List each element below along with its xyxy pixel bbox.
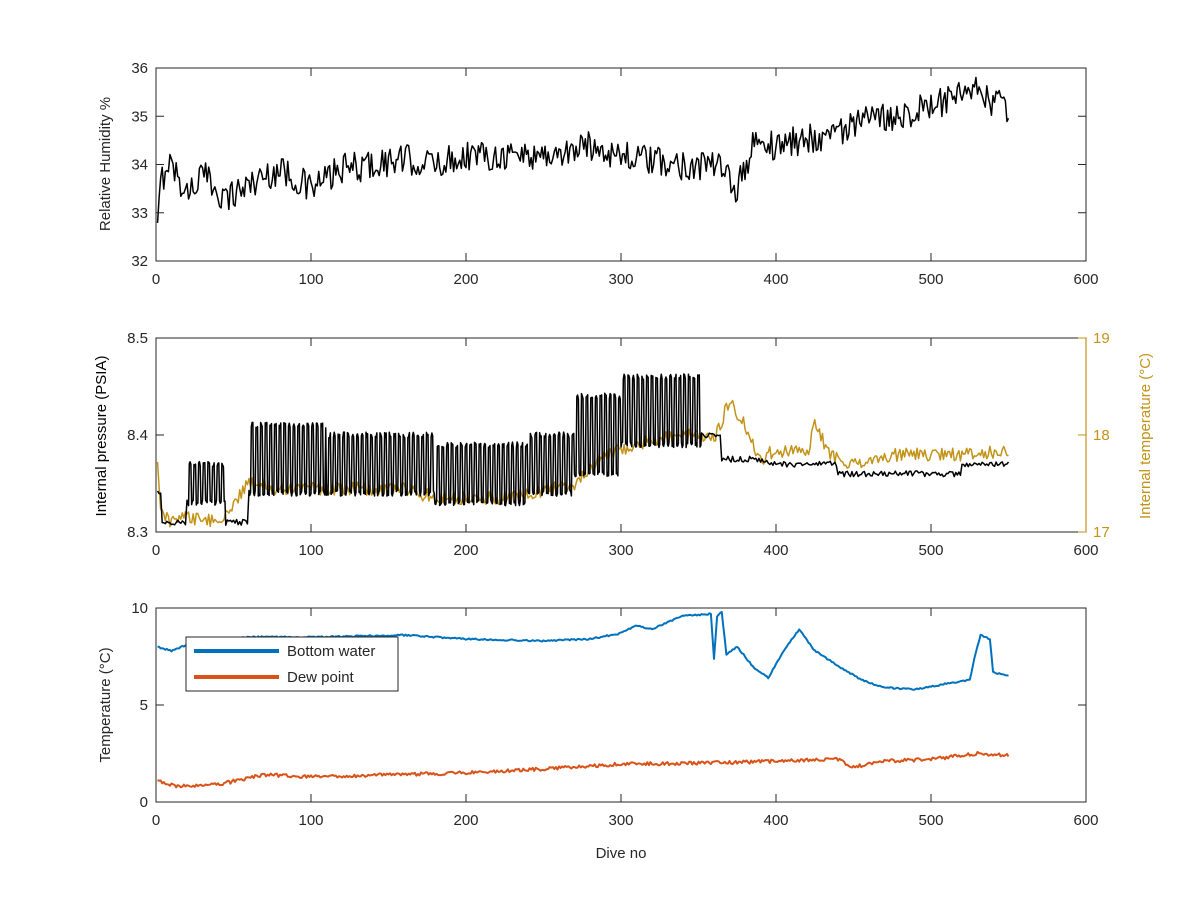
pressure-panel: 0 100 200 300 400 500 600 8.3 8.4 8.5 17 18 19 Int… bbox=[93, 330, 1154, 559]
pressure-y-axis-label: Internal pressure (PSIA) bbox=[93, 356, 110, 517]
temperature-right-ticks: 17 18 19 bbox=[1078, 330, 1110, 541]
x-tick-label: 300 bbox=[608, 812, 633, 829]
legend-label-bottom-water: Bottom water bbox=[287, 643, 375, 660]
y-right-tick-label: 18 bbox=[1093, 427, 1110, 444]
x-tick-label: 200 bbox=[453, 271, 478, 288]
temperature-x-ticks: 0 100 200 300 400 500 600 bbox=[152, 608, 1099, 829]
x-tick-label: 300 bbox=[608, 271, 633, 288]
humidity-series-group bbox=[156, 76, 1010, 223]
x-tick-label: 500 bbox=[918, 271, 943, 288]
y-tick-label: 33 bbox=[131, 205, 148, 222]
x-tick-label: 600 bbox=[1073, 271, 1098, 288]
humidity-y-ticks: 32 33 34 35 36 bbox=[131, 60, 1086, 270]
x-tick-label: 100 bbox=[298, 542, 323, 559]
temperature-y-ticks: 0 5 10 bbox=[131, 600, 1086, 811]
y-tick-label: 32 bbox=[131, 253, 148, 270]
y-tick-label: 0 bbox=[140, 794, 148, 811]
dew-point-line bbox=[157, 750, 1010, 789]
y-right-tick-label: 19 bbox=[1093, 330, 1110, 347]
y-tick-label: 10 bbox=[131, 600, 148, 617]
y-tick-label: 34 bbox=[131, 157, 148, 174]
pressure-x-ticks: 0 100 200 300 400 500 600 bbox=[152, 338, 1099, 559]
x-tick-label: 0 bbox=[152, 271, 160, 288]
y-tick-label: 5 bbox=[140, 697, 148, 714]
pressure-series-group bbox=[156, 373, 1010, 528]
y-tick-label: 8.4 bbox=[127, 427, 148, 444]
x-tick-label: 200 bbox=[453, 542, 478, 559]
series-0-line bbox=[156, 373, 1010, 526]
y-tick-label: 8.3 bbox=[127, 524, 148, 541]
temperature-y-axis-label: Temperature (°C) bbox=[97, 647, 114, 762]
x-tick-label: 400 bbox=[763, 271, 788, 288]
series-0-line bbox=[156, 76, 1010, 223]
humidity-y-axis-label: Relative Humidity % bbox=[97, 97, 114, 231]
y-tick-label: 35 bbox=[131, 108, 148, 125]
x-tick-label: 500 bbox=[918, 812, 943, 829]
x-tick-label: 600 bbox=[1073, 812, 1098, 829]
x-tick-label: 0 bbox=[152, 542, 160, 559]
y-right-tick-label: 17 bbox=[1093, 524, 1110, 541]
temperature-right-axis-label: Internal temperature (°C) bbox=[1137, 353, 1154, 519]
humidity-panel: 0 100 200 300 400 500 600 32 33 34 35 36 Relative … bbox=[97, 60, 1099, 288]
temperature-panel: 0 100 200 300 400 500 600 0 5 10 Temperature (°C… bbox=[97, 600, 1099, 862]
x-tick-label: 0 bbox=[152, 812, 160, 829]
x-tick-label: 600 bbox=[1073, 542, 1098, 559]
y-tick-label: 8.5 bbox=[127, 330, 148, 347]
y-tick-label: 36 bbox=[131, 60, 148, 77]
x-tick-label: 100 bbox=[298, 812, 323, 829]
humidity-x-ticks: 0 100 200 300 400 500 600 bbox=[152, 68, 1099, 288]
x-tick-label: 100 bbox=[298, 271, 323, 288]
legend: Bottom water Dew point bbox=[185, 636, 399, 692]
legend-box bbox=[185, 636, 399, 692]
x-tick-label: 400 bbox=[763, 542, 788, 559]
legend-label-dew-point: Dew point bbox=[287, 669, 355, 686]
x-tick-label: 500 bbox=[918, 542, 943, 559]
x-tick-label: 400 bbox=[763, 812, 788, 829]
x-tick-label: 200 bbox=[453, 812, 478, 829]
x-axis-label: Dive no bbox=[596, 845, 647, 862]
x-tick-label: 300 bbox=[608, 542, 633, 559]
